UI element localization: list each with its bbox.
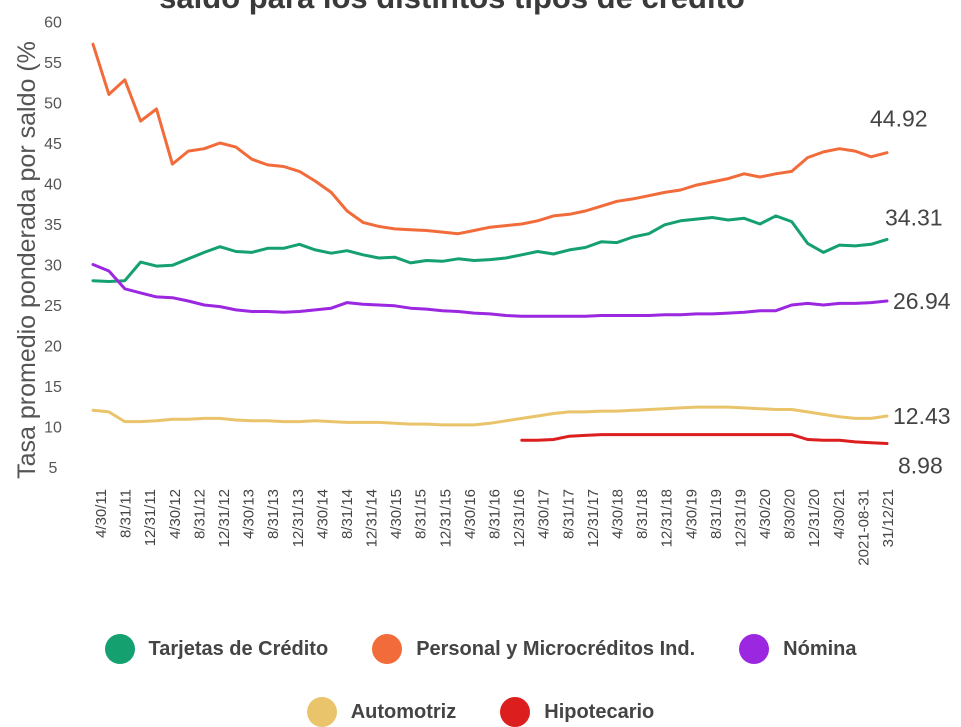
series-end-label: 26.94: [893, 288, 951, 314]
chart-title: saldo para los distintos tipos de crédit…: [159, 0, 745, 15]
x-tick-label: 4/30/15: [388, 489, 405, 539]
series-line: [91, 214, 889, 283]
y-tick-label: 45: [44, 136, 62, 153]
x-tick-label: 4/30/16: [462, 489, 479, 539]
legend-label-automotriz: Automotriz: [350, 700, 457, 723]
x-tick-label: 12/31/12: [216, 489, 233, 547]
x-tick-label: 8/31/12: [191, 489, 208, 539]
series-line: [91, 42, 889, 236]
x-tick-label: 12/31/19: [732, 489, 749, 547]
x-tick-label: 4/30/13: [241, 489, 258, 539]
y-tick-label: 5: [49, 460, 58, 477]
legend-swatch-automotriz: [306, 697, 337, 727]
legend-item-hipotecario[interactable]: Hipotecario: [500, 697, 654, 727]
legend-row-1: Tarjetas de Crédito Personal y Microcréd…: [0, 634, 961, 664]
legend-swatch-personal: [372, 634, 403, 664]
x-tick-label: 12/31/20: [806, 489, 823, 547]
x-tick-label: 4/30/17: [536, 489, 553, 539]
x-tick-label: 4/30/18: [609, 489, 626, 539]
x-tick-label: 8/31/11: [118, 489, 135, 538]
x-tick-label: 31/12/21: [880, 489, 897, 547]
series-line: [91, 405, 889, 427]
legend-swatch-tarjetas: [104, 634, 135, 664]
legend-item-nomina[interactable]: Nómina: [739, 634, 857, 664]
legend-item-tarjetas[interactable]: Tarjetas de Crédito: [104, 634, 329, 664]
y-tick-label: 55: [44, 55, 62, 72]
legend-item-automotriz[interactable]: Automotriz: [306, 697, 457, 727]
x-tick-label: 2021-08-31: [855, 489, 872, 566]
x-tick-label: 4/30/21: [831, 489, 848, 539]
x-tick-label: 8/31/18: [634, 489, 651, 539]
x-tick-label: 4/30/14: [314, 489, 331, 539]
y-tick-label: 60: [44, 15, 62, 32]
y-tick-label: 15: [44, 379, 62, 396]
y-tick-label: 25: [44, 298, 62, 315]
legend-row-2: Automotriz Hipotecario: [0, 697, 961, 727]
x-tick-label: 12/31/16: [511, 489, 528, 547]
x-tick-label: 4/30/19: [683, 489, 700, 539]
x-tick-label: 12/31/14: [364, 489, 381, 547]
legend-item-personal[interactable]: Personal y Microcréditos Ind.: [372, 634, 695, 664]
x-tick-label: 4/30/11: [93, 489, 110, 538]
x-tick-label: 12/31/11: [142, 489, 159, 546]
x-tick-label: 8/31/16: [487, 489, 504, 539]
legend-label-personal: Personal y Microcréditos Ind.: [416, 637, 696, 660]
x-tick-label: 8/31/15: [413, 489, 430, 539]
series-end-label: 34.31: [885, 204, 943, 230]
y-tick-label: 10: [44, 420, 62, 437]
y-axis-title: Tasa promedio ponderada por saldo (%: [13, 41, 41, 479]
x-tick-label: 12/31/18: [659, 489, 676, 547]
y-axis-ticks: 5 10 15 20 25 30 35 40 45 50 55 60: [44, 15, 62, 478]
x-tick-label: 12/31/15: [437, 489, 454, 547]
x-tick-label: 8/31/17: [560, 489, 577, 539]
end-labels: 34.31 44.92 26.94 12.43 8.98: [870, 106, 951, 479]
x-tick-label: 4/30/20: [757, 489, 774, 539]
legend-swatch-nomina: [739, 634, 770, 664]
series-end-label: 8.98: [898, 453, 943, 479]
series-line: [520, 433, 889, 445]
y-tick-label: 50: [44, 96, 62, 113]
y-tick-label: 35: [44, 217, 62, 234]
series-lines: [91, 42, 889, 445]
x-tick-label: 8/31/19: [708, 489, 725, 539]
x-tick-label: 8/31/14: [339, 489, 356, 539]
y-tick-label: 20: [44, 339, 62, 356]
legend-label-hipotecario: Hipotecario: [544, 700, 655, 723]
series-end-label: 12.43: [893, 403, 951, 429]
y-tick-label: 30: [44, 258, 62, 275]
series-line: [91, 263, 889, 318]
legend-label-nomina: Nómina: [783, 637, 857, 660]
y-tick-label: 40: [44, 177, 62, 194]
x-axis-ticks: 4/30/11 8/31/11 12/31/11 4/30/12 8/31/12 12/3…: [93, 489, 897, 566]
x-tick-label: 12/31/17: [585, 489, 602, 547]
x-tick-label: 8/31/13: [265, 489, 282, 539]
legend-label-tarjetas: Tarjetas de Crédito: [148, 637, 329, 660]
x-tick-label: 12/31/13: [290, 489, 307, 547]
series-end-label: 44.92: [870, 106, 928, 132]
legend-swatch-hipotecario: [500, 697, 531, 727]
x-tick-label: 4/30/12: [167, 489, 184, 539]
x-tick-label: 8/30/20: [782, 489, 799, 539]
